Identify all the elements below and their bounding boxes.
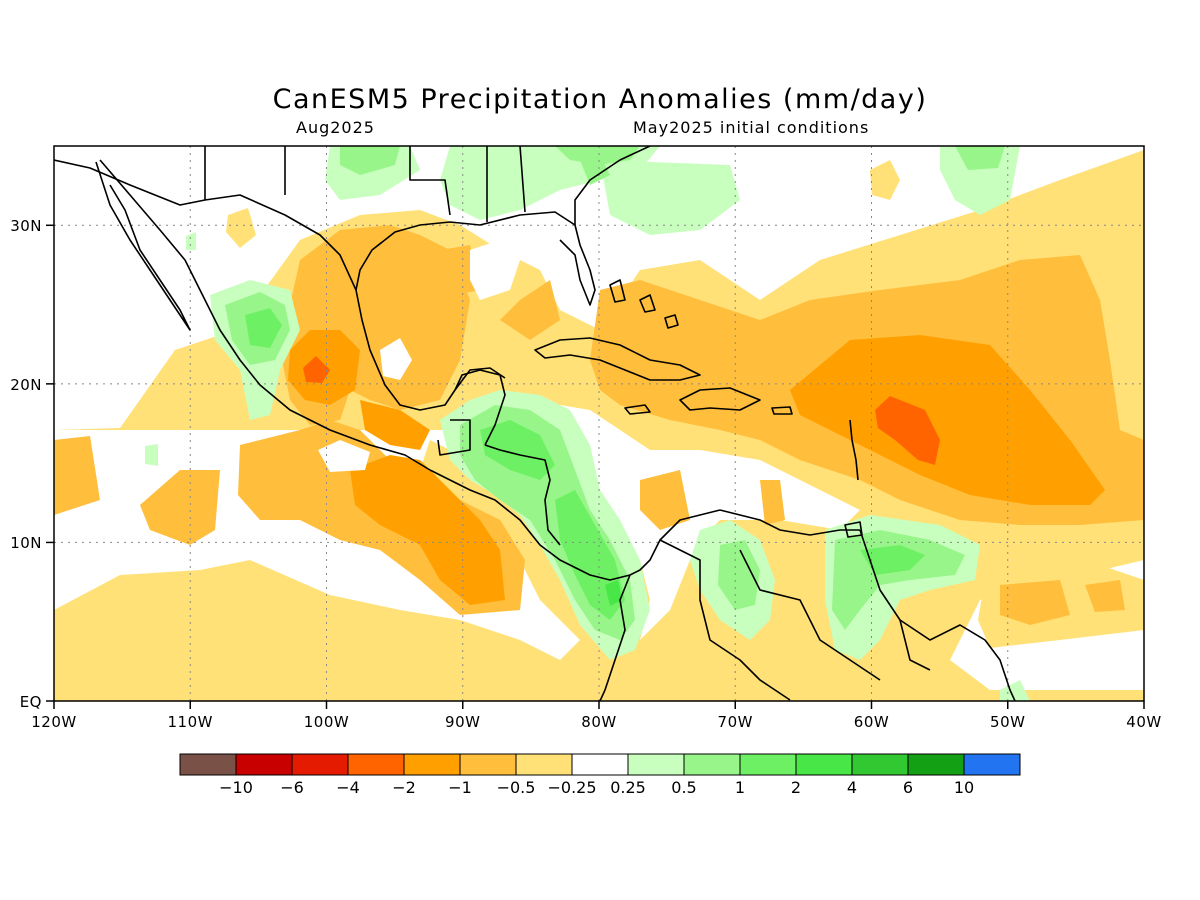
lon-tick-label: 70W (718, 713, 753, 731)
colorbar-label: −10 (219, 778, 253, 797)
lat-tick-label: EQ (20, 693, 42, 711)
colorbar-label: −4 (336, 778, 360, 797)
colorbar-swatch (907, 753, 965, 776)
colorbar-label: −0.25 (547, 778, 596, 797)
colorbar-swatch (739, 753, 797, 776)
valid-month-label: Aug2025 (296, 118, 375, 137)
map-title: CanESM5 Precipitation Anomalies (mm/day) (272, 84, 928, 115)
band-neutral (318, 240, 520, 472)
colorbar-swatch (459, 753, 517, 776)
lon-tick-label: 110W (168, 713, 213, 731)
lon-tick-label: 40W (1126, 713, 1161, 731)
colorbar-label: 10 (954, 778, 974, 797)
colorbar-label: −2 (392, 778, 416, 797)
colorbar: −10 −6 −4 −2 −1 −0.5 −0.25 0.25 0.5 1 2 4 6 10 (179, 753, 1021, 797)
colorbar-label: −0.5 (497, 778, 536, 797)
colorbar-label: 0.25 (610, 778, 646, 797)
colorbar-label: 6 (903, 778, 913, 797)
colorbar-swatch (235, 753, 293, 776)
colorbar-swatch (291, 753, 349, 776)
colorbar-swatch (403, 753, 461, 776)
lat-tick-labels: EQ 10N 20N 30N (10, 217, 42, 711)
colorbar-swatch (627, 753, 685, 776)
lon-tick-label: 60W (854, 713, 889, 731)
colorbar-swatch (795, 753, 853, 776)
coastlines (54, 146, 1016, 701)
colorbar-label: −6 (280, 778, 304, 797)
lat-tick-label: 10N (10, 534, 42, 552)
lon-tick-labels: 120W 110W 100W 90W 80W 70W 60W 50W 40W (31, 713, 1161, 731)
lon-tick-label: 120W (31, 713, 76, 731)
colorbar-swatch (179, 753, 237, 776)
lon-tick-label: 80W (581, 713, 616, 731)
lon-tick-label: 50W (990, 713, 1025, 731)
colorbar-swatch (683, 753, 741, 776)
colorbar-label: 0.5 (671, 778, 696, 797)
band-plus-2 (605, 580, 622, 606)
colorbar-swatch (963, 753, 1021, 776)
colorbar-label: 1 (735, 778, 745, 797)
band-minus-4 (303, 356, 940, 465)
anomaly-field (54, 146, 1144, 701)
lat-tick-label: 30N (10, 217, 42, 235)
lon-tick-label: 100W (304, 713, 349, 731)
colorbar-swatch (851, 753, 909, 776)
colorbar-label: 2 (791, 778, 801, 797)
colorbar-label: 4 (847, 778, 857, 797)
axis-ticks (46, 224, 1145, 709)
initial-conditions-label: May2025 initial conditions (633, 118, 870, 137)
grid-lines (54, 146, 1144, 701)
colorbar-swatch (571, 753, 629, 776)
lat-tick-label: 20N (10, 376, 42, 394)
colorbar-label: −1 (448, 778, 472, 797)
lon-tick-label: 90W (445, 713, 480, 731)
colorbar-swatch (347, 753, 405, 776)
colorbar-swatch (515, 753, 573, 776)
